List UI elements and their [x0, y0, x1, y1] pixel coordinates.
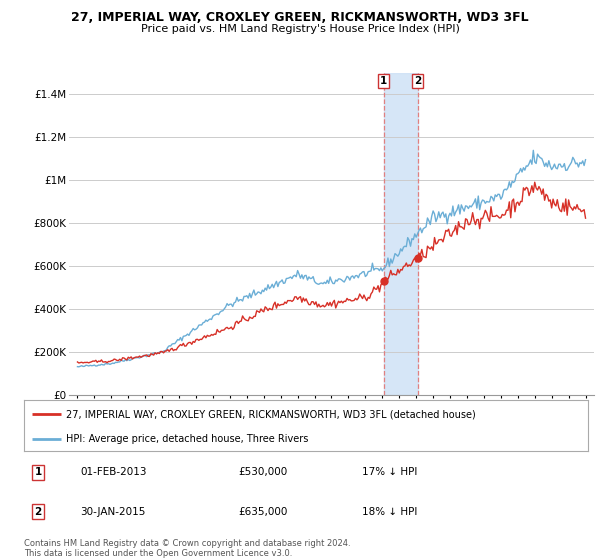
Text: 27, IMPERIAL WAY, CROXLEY GREEN, RICKMANSWORTH, WD3 3FL (detached house): 27, IMPERIAL WAY, CROXLEY GREEN, RICKMAN… [66, 409, 476, 419]
Text: 2: 2 [34, 507, 42, 517]
Bar [383, 73, 418, 395]
Text: 18% ↓ HPI: 18% ↓ HPI [362, 507, 418, 517]
Text: 27, IMPERIAL WAY, CROXLEY GREEN, RICKMANSWORTH, WD3 3FL: 27, IMPERIAL WAY, CROXLEY GREEN, RICKMAN… [71, 11, 529, 24]
Text: Price paid vs. HM Land Registry's House Price Index (HPI): Price paid vs. HM Land Registry's House … [140, 24, 460, 34]
Text: 1: 1 [34, 468, 42, 478]
Text: £530,000: £530,000 [238, 468, 287, 478]
Text: Contains HM Land Registry data © Crown copyright and database right 2024.
This d: Contains HM Land Registry data © Crown c… [24, 539, 350, 558]
Text: 17% ↓ HPI: 17% ↓ HPI [362, 468, 418, 478]
Text: £635,000: £635,000 [238, 507, 287, 517]
Text: 01-FEB-2013: 01-FEB-2013 [80, 468, 147, 478]
Text: HPI: Average price, detached house, Three Rivers: HPI: Average price, detached house, Thre… [66, 433, 308, 444]
Text: 30-JAN-2015: 30-JAN-2015 [80, 507, 146, 517]
Text: 2: 2 [414, 76, 421, 86]
Text: 1: 1 [380, 76, 387, 86]
